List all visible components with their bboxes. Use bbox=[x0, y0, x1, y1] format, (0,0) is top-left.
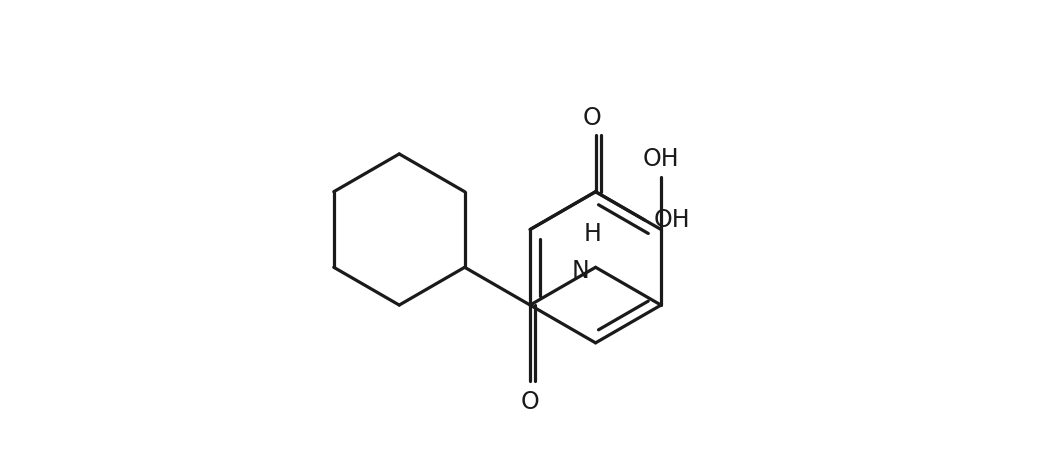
Text: H: H bbox=[583, 222, 601, 246]
Text: OH: OH bbox=[643, 147, 679, 171]
Text: O: O bbox=[521, 390, 540, 414]
Text: O: O bbox=[582, 106, 601, 130]
Text: N: N bbox=[572, 259, 590, 283]
Text: OH: OH bbox=[654, 208, 691, 232]
